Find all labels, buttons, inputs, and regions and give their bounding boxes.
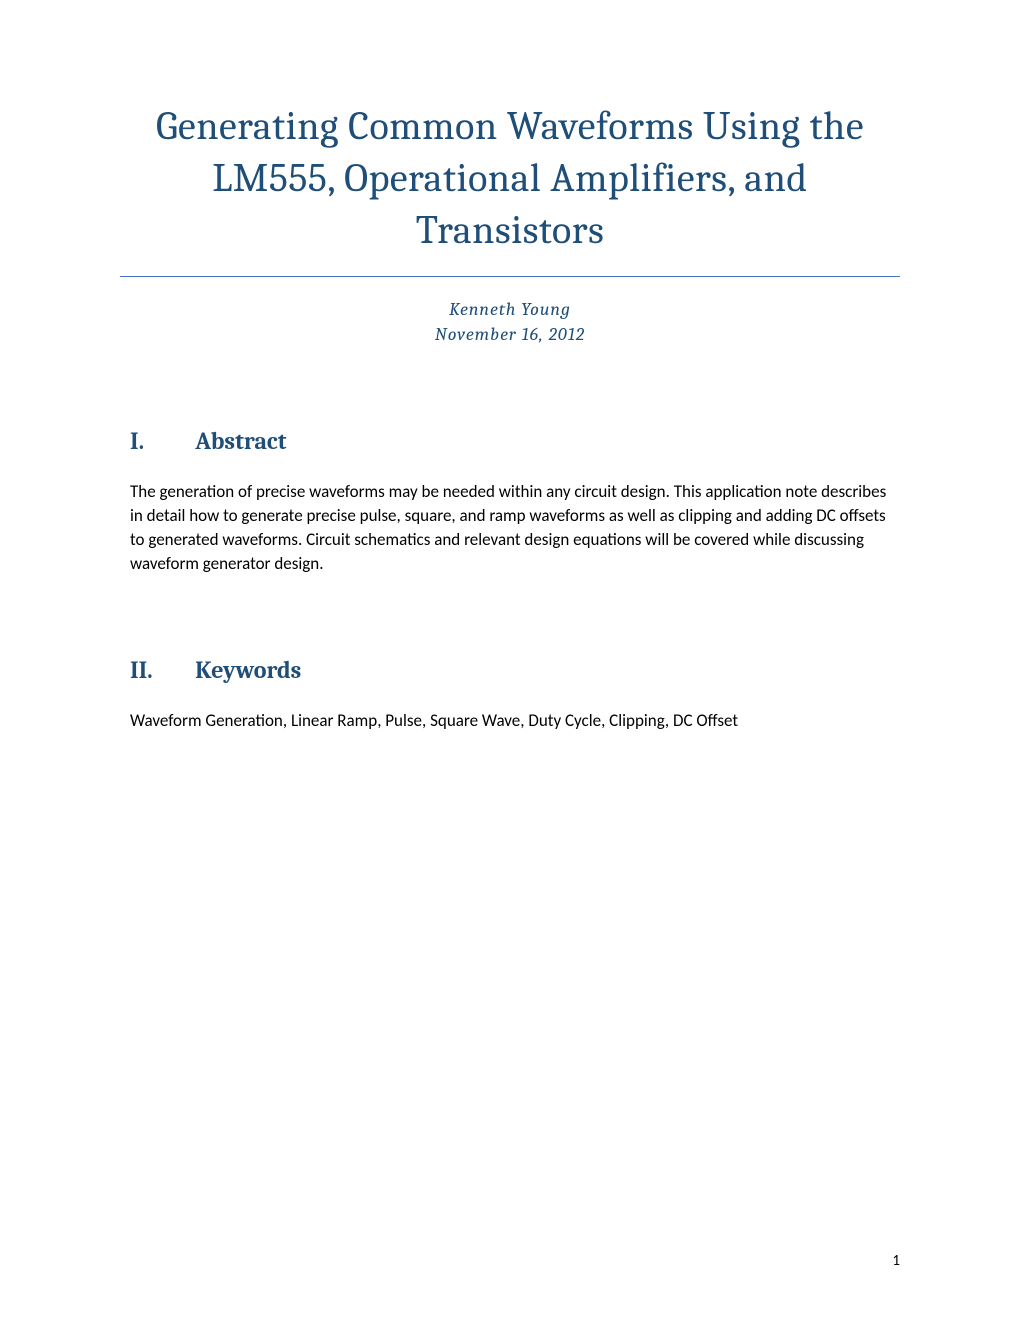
section-number: I.	[130, 427, 190, 455]
author-name: Kenneth Young	[120, 297, 900, 322]
section-heading-abstract: I. Abstract	[120, 427, 900, 455]
author-block: Kenneth Young November 16, 2012	[120, 297, 900, 347]
document-title: Generating Common Waveforms Using the LM…	[120, 100, 900, 277]
section-heading-text: Keywords	[195, 656, 301, 684]
keywords-body: Waveform Generation, Linear Ramp, Pulse,…	[120, 709, 900, 733]
section-number: II.	[130, 656, 190, 684]
page-number: 1	[892, 1252, 900, 1270]
abstract-body: The generation of precise waveforms may …	[120, 480, 900, 575]
document-date: November 16, 2012	[120, 322, 900, 347]
section-heading-text: Abstract	[195, 427, 286, 455]
section-heading-keywords: II. Keywords	[120, 656, 900, 684]
